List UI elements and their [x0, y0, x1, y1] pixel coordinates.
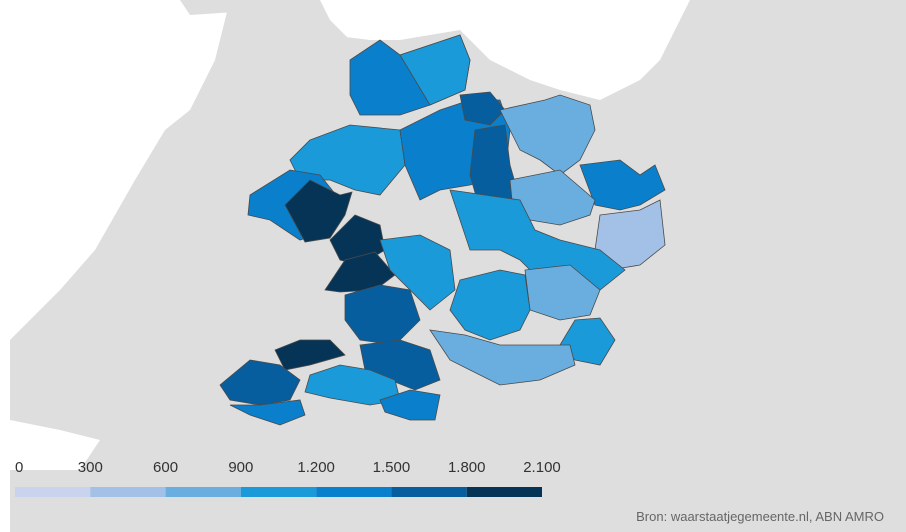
legend-tick-label: 1.500	[373, 459, 411, 476]
legend-bin	[316, 487, 392, 497]
legend: 0 300 600 900 1.200 1.500 1.800 2.100	[15, 459, 561, 497]
legend-tick-label: 1.200	[297, 459, 335, 476]
legend-bin	[90, 487, 166, 497]
legend-bin	[466, 487, 542, 497]
legend-tick-label: 600	[153, 459, 178, 476]
legend-tick-label: 1.800	[448, 459, 486, 476]
legend-tick-label: 0	[15, 459, 23, 476]
legend-tick-label: 2.100	[523, 459, 561, 476]
source-note: Bron: waarstaatjegemeente.nl, ABN AMRO	[636, 509, 884, 524]
regions	[219, 34, 666, 426]
legend-tick-label: 900	[228, 459, 253, 476]
legend-bin	[240, 487, 317, 497]
legend-bin	[391, 487, 467, 497]
legend-bin	[15, 487, 91, 497]
legend-bin	[165, 487, 241, 497]
legend-tick-label: 300	[78, 459, 103, 476]
